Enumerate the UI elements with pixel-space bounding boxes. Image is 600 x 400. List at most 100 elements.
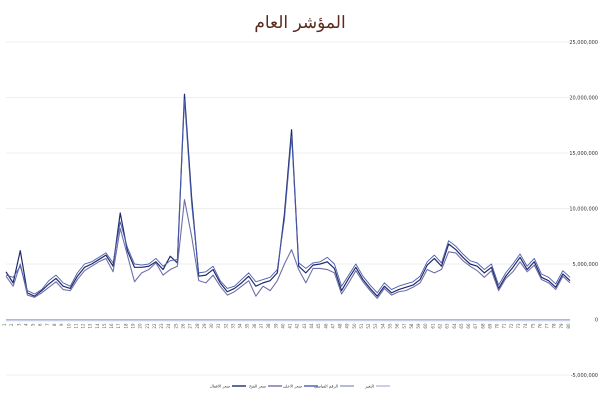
x-tick-label: 12 [81, 323, 86, 329]
x-axis: 1 2 3 4 5 6 7 8 9 10 11 12 13 14 15 16 17 18 19 20 21 22 23 24 2… [2, 323, 571, 329]
y-tick-label: 15,000,000 [569, 151, 598, 157]
x-tick-label: 68 [480, 323, 485, 329]
y-tick-label: -5,000,000 [571, 373, 598, 379]
x-tick-label: 63 [445, 323, 450, 329]
x-tick-label: 32 [223, 323, 228, 329]
x-tick-label: 15 [102, 323, 107, 329]
series-line-2 [5, 199, 571, 299]
x-tick-label: 60 [423, 323, 428, 329]
x-tick-label: 64 [452, 323, 457, 329]
x-tick-label: 21 [145, 323, 150, 329]
x-tick-label: 38 [266, 323, 271, 329]
x-tick-label: 39 [273, 323, 278, 329]
x-tick-label: 4 [23, 323, 28, 326]
y-tick-label: 25,000,000 [569, 40, 598, 46]
x-tick-label: 26 [180, 323, 185, 329]
legend: سعر الاقفال سعر الفتح سعر الاعلى الرقم القي… [210, 384, 390, 389]
x-tick-label: 31 [216, 323, 221, 329]
legend-label-5: التغير [364, 384, 374, 389]
x-tick-label: 13 [88, 323, 93, 329]
x-tick-label: 51 [359, 323, 364, 329]
x-tick-label: 54 [380, 323, 385, 329]
x-tick-label: 28 [195, 323, 200, 329]
x-tick-label: 8 [52, 323, 57, 326]
y-tick-label: 20,000,000 [569, 96, 598, 102]
x-tick-label: 25 [173, 323, 178, 329]
x-tick-label: 2 [9, 323, 14, 326]
x-tick-label: 69 [487, 323, 492, 329]
legend-label-1: سعر الاقفال [210, 384, 231, 389]
x-tick-label: 75 [530, 323, 535, 329]
x-tick-label: 52 [366, 323, 371, 329]
x-tick-label: 77 [545, 323, 550, 329]
x-tick-label: 43 [302, 323, 307, 329]
x-tick-label: 79 [559, 323, 564, 329]
x-tick-label: 66 [466, 323, 471, 329]
x-tick-label: 22 [152, 323, 157, 329]
x-tick-label: 48 [338, 323, 343, 329]
x-tick-label: 30 [209, 323, 214, 329]
x-tick-label: 36 [252, 323, 257, 329]
x-tick-label: 59 [416, 323, 421, 329]
x-tick-label: 58 [409, 323, 414, 329]
x-tick-label: 7 [45, 323, 50, 326]
series-layer [5, 93, 571, 322]
x-tick-label: 76 [537, 323, 542, 329]
y-axis: 25,000,000 20,000,000 15,000,000 10,000,000… [569, 40, 598, 379]
x-tick-label: 78 [552, 323, 557, 329]
x-tick-label: 5 [31, 323, 36, 326]
x-tick-label: 18 [123, 323, 128, 329]
x-tick-label: 16 [109, 323, 114, 329]
x-tick-label: 17 [116, 323, 121, 329]
x-tick-label: 53 [373, 323, 378, 329]
x-tick-label: 9 [59, 323, 64, 326]
x-tick-label: 47 [330, 323, 335, 329]
chart-title: المؤشر العام [254, 13, 345, 33]
x-tick-label: 73 [516, 323, 521, 329]
x-tick-label: 1 [2, 323, 7, 326]
y-tick-label: 0 [595, 318, 598, 324]
x-tick-label: 49 [345, 323, 350, 329]
x-tick-label: 56 [395, 323, 400, 329]
x-tick-label: 67 [473, 323, 478, 329]
x-tick-label: 20 [138, 323, 143, 329]
x-tick-label: 65 [459, 323, 464, 329]
x-tick-label: 11 [73, 323, 78, 329]
series-line-3 [5, 99, 571, 295]
x-tick-label: 57 [402, 323, 407, 329]
y-tick-label: 10,000,000 [569, 207, 598, 213]
x-tick-label: 44 [309, 323, 314, 329]
x-tick-label: 37 [259, 323, 264, 329]
x-tick-label: 6 [38, 323, 43, 326]
x-tick-label: 74 [523, 323, 528, 329]
series-line-1 [5, 93, 571, 297]
x-tick-label: 62 [437, 323, 442, 329]
legend-label-3: سعر الاعلى [283, 384, 303, 389]
x-tick-label: 33 [230, 323, 235, 329]
x-tick-label: 70 [495, 323, 500, 329]
x-tick-label: 3 [16, 323, 21, 326]
x-tick-label: 72 [509, 323, 514, 329]
x-tick-label: 10 [66, 323, 71, 329]
x-tick-label: 23 [159, 323, 164, 329]
x-tick-label: 80 [566, 323, 571, 329]
y-tick-label: 5,000,000 [573, 262, 598, 268]
legend-label-4: الرقم القياسي [314, 384, 338, 389]
x-tick-label: 42 [295, 323, 300, 329]
x-tick-label: 61 [430, 323, 435, 329]
x-tick-label: 40 [280, 323, 285, 329]
x-tick-label: 34 [238, 323, 243, 329]
x-tick-label: 14 [95, 323, 100, 329]
x-tick-label: 19 [131, 323, 136, 329]
legend-label-2: سعر الفتح [249, 384, 267, 389]
x-tick-label: 46 [323, 323, 328, 329]
x-tick-label: 45 [316, 323, 321, 329]
x-tick-label: 55 [388, 323, 393, 329]
x-tick-label: 41 [288, 323, 293, 329]
x-tick-label: 29 [202, 323, 207, 329]
x-tick-label: 71 [502, 323, 507, 329]
x-tick-label: 24 [166, 323, 171, 329]
x-tick-label: 27 [188, 323, 193, 329]
x-tick-label: 35 [245, 323, 250, 329]
